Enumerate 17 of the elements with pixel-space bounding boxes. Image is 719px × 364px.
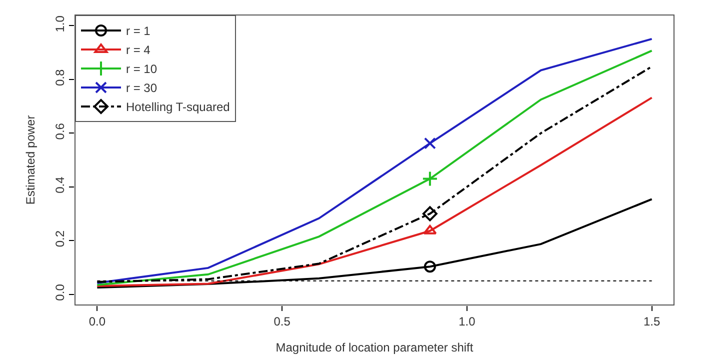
- y-tick-label: 0.0: [53, 284, 68, 301]
- legend-label: r = 10: [126, 62, 158, 76]
- x-tick-label: 1.0: [458, 314, 476, 328]
- y-tick-label: 1.0: [53, 15, 68, 32]
- y-tick-label: 0.2: [53, 230, 68, 248]
- y-tick-label: 0.6: [53, 122, 68, 140]
- legend-label: r = 1: [126, 24, 151, 38]
- legend-label: r = 4: [126, 43, 151, 58]
- y-tick-label: 0.8: [53, 68, 68, 86]
- legend-label: r = 30: [126, 81, 158, 96]
- y-axis-title: Estimated power: [24, 115, 38, 205]
- y-tick-label: 0.4: [53, 176, 68, 194]
- x-tick-label: 1.5: [643, 314, 660, 328]
- x-tick-label: 0.0: [88, 314, 106, 328]
- x-axis-title: Magnitude of location parameter shift: [276, 340, 474, 354]
- x-tick-label: 0.5: [274, 314, 291, 328]
- legend-label: Hotelling T-squared: [126, 100, 230, 114]
